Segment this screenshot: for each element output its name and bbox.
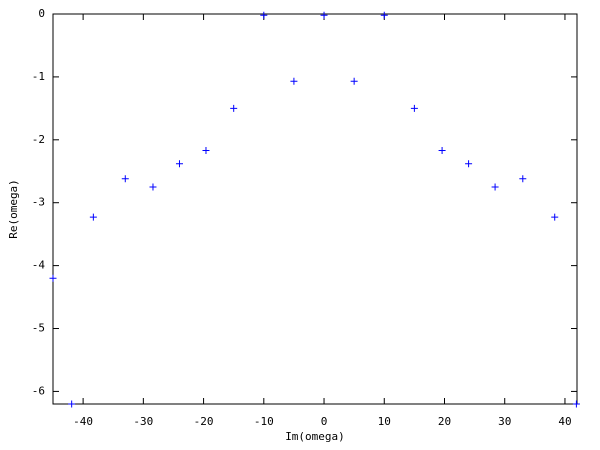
point xyxy=(202,147,210,154)
y-tick-label: -4 xyxy=(32,259,46,272)
y-tick-label: -1 xyxy=(32,70,45,83)
point xyxy=(438,147,446,154)
y-axis-label: Re(omega) xyxy=(7,179,20,239)
point xyxy=(68,400,76,408)
point xyxy=(260,11,268,19)
point xyxy=(175,160,183,168)
x-tick-label: 30 xyxy=(498,415,511,428)
point xyxy=(149,183,157,191)
y-tick-label: -3 xyxy=(32,196,45,209)
point xyxy=(551,213,559,221)
y-tick-label: -5 xyxy=(32,322,45,335)
point xyxy=(230,104,238,112)
point xyxy=(350,77,358,85)
point xyxy=(121,175,129,183)
point xyxy=(465,160,473,168)
x-tick-label: -10 xyxy=(254,415,274,428)
plot-frame xyxy=(52,13,578,405)
y-tick-label: 0 xyxy=(38,7,45,20)
point xyxy=(380,11,388,19)
point xyxy=(519,175,527,183)
point xyxy=(491,183,499,191)
point xyxy=(410,104,418,112)
y-tick-label: -6 xyxy=(32,384,45,397)
x-tick-label: 20 xyxy=(438,415,451,428)
x-tick-label: -20 xyxy=(194,415,214,428)
x-tick-label: 40 xyxy=(558,415,571,428)
x-axis-label: Im(omega) xyxy=(285,430,345,443)
point xyxy=(290,77,298,85)
point xyxy=(49,274,57,282)
x-tick-label: -30 xyxy=(133,415,153,428)
point xyxy=(572,400,580,408)
y-tick-label: -2 xyxy=(32,133,45,146)
x-tick-label: -40 xyxy=(73,415,93,428)
x-tick-label: 0 xyxy=(321,415,328,428)
point xyxy=(320,11,328,19)
point xyxy=(89,213,97,221)
x-tick-label: 10 xyxy=(378,415,391,428)
